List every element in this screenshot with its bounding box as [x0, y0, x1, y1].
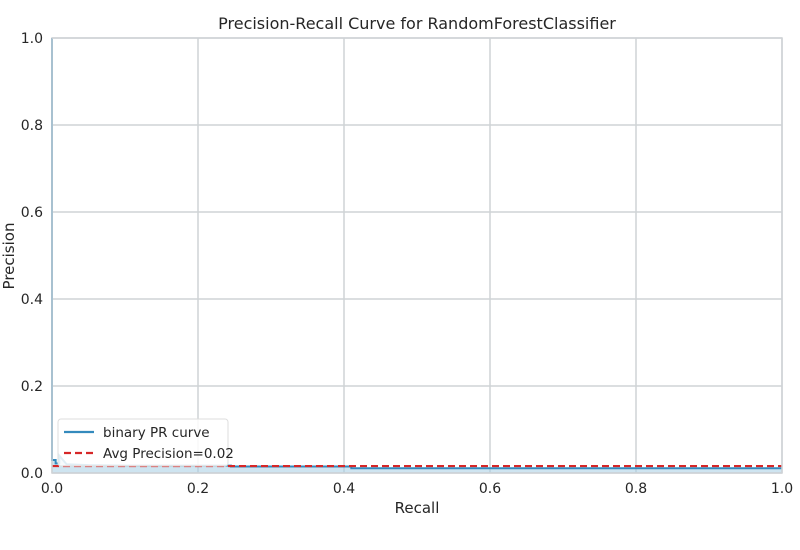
x-tick-label: 1.0: [771, 481, 793, 497]
y-tick-label: 0.2: [21, 379, 43, 395]
y-tick-label: 0.6: [21, 205, 43, 221]
x-tick-label: 0.4: [333, 481, 355, 497]
x-tick-label: 0.0: [41, 481, 63, 497]
x-tick-labels: 0.0 0.2 0.4 0.6 0.8 1.0: [41, 481, 793, 497]
chart-title: Precision-Recall Curve for RandomForestC…: [218, 14, 616, 33]
x-tick-label: 0.8: [625, 481, 647, 497]
y-tick-label: 0.4: [21, 292, 43, 308]
x-tick-label: 0.6: [479, 481, 501, 497]
legend-box: [57, 418, 229, 467]
x-tick-label: 0.2: [187, 481, 209, 497]
y-tick-label: 1.0: [21, 31, 43, 47]
plot-area: [52, 38, 782, 473]
x-axis-label: Recall: [395, 499, 440, 517]
y-tick-label: 0.0: [21, 466, 43, 482]
legend: binary PR curve Avg Precision=0.02: [57, 418, 234, 467]
plot-frame: [51, 37, 783, 474]
legend-label-avg-precision: Avg Precision=0.02: [103, 446, 234, 462]
y-tick-label: 0.8: [21, 118, 43, 134]
y-axis-label: Precision: [0, 223, 18, 290]
y-tick-labels: 0.0 0.2 0.4 0.6 0.8 1.0: [21, 31, 43, 482]
legend-label-pr-curve: binary PR curve: [103, 425, 210, 441]
